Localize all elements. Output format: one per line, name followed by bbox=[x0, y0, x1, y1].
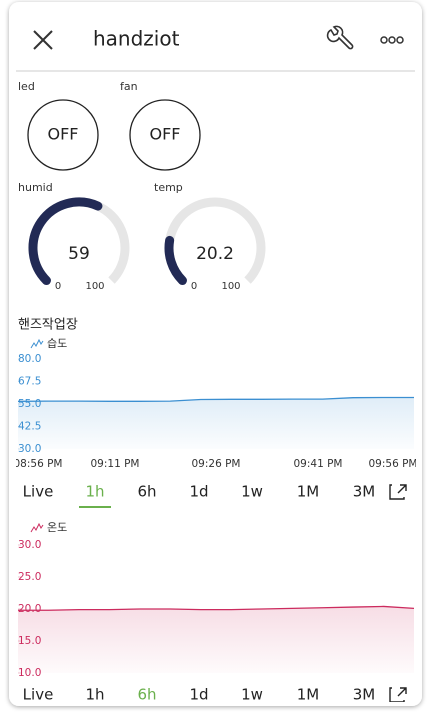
range-button[interactable]: 1d bbox=[189, 483, 208, 501]
x-tick-label: 09:11 PM bbox=[91, 458, 140, 470]
gauge-min: 0 bbox=[55, 281, 61, 292]
range-button[interactable]: 1h bbox=[85, 686, 104, 704]
range-button[interactable]: 1h bbox=[85, 483, 104, 501]
y-tick-label: 10.0 bbox=[18, 667, 41, 679]
legend-icon bbox=[30, 522, 44, 533]
legend-label: 온도 bbox=[47, 521, 67, 534]
expand-button[interactable] bbox=[389, 687, 407, 702]
section-title: 핸즈작업장 bbox=[18, 317, 78, 333]
y-tick-label: 25.0 bbox=[18, 571, 41, 583]
x-tick-label: 09:26 PM bbox=[192, 458, 241, 470]
range-button[interactable]: 1M bbox=[297, 483, 320, 501]
switch-state: OFF bbox=[48, 125, 79, 144]
range-button[interactable]: 1w bbox=[241, 686, 263, 704]
close-button[interactable] bbox=[33, 30, 53, 50]
y-tick-label: 67.5 bbox=[18, 376, 41, 388]
x-tick-label: 08:56 PM bbox=[14, 458, 63, 470]
range-button[interactable]: Live bbox=[23, 686, 54, 704]
y-tick-label: 15.0 bbox=[18, 635, 41, 647]
y-tick-label: 55.0 bbox=[18, 398, 41, 410]
gauge-value: 20.2 bbox=[196, 244, 234, 264]
x-tick-label: 09:41 PM bbox=[294, 458, 343, 470]
switch-button[interactable] bbox=[129, 99, 201, 171]
phone-frame bbox=[9, 2, 422, 706]
switch-button[interactable] bbox=[27, 99, 99, 171]
gauge-max: 100 bbox=[85, 281, 104, 292]
y-tick-label: 42.5 bbox=[18, 421, 41, 433]
area-fill bbox=[18, 397, 414, 449]
widget-label: fan bbox=[120, 80, 138, 93]
y-tick-label: 30.0 bbox=[18, 539, 41, 551]
range-button[interactable]: 1M bbox=[297, 686, 320, 704]
range-button[interactable]: 6h bbox=[137, 483, 156, 501]
gauge-value: 59 bbox=[68, 244, 90, 264]
widget-label: led bbox=[18, 80, 35, 93]
y-tick-label: 80.0 bbox=[18, 353, 41, 365]
x-tick-label: 09:56 PM bbox=[369, 458, 418, 470]
range-button[interactable]: Live bbox=[23, 483, 54, 501]
settings-button[interactable] bbox=[326, 25, 354, 50]
legend-label: 습도 bbox=[47, 337, 67, 350]
more-button[interactable] bbox=[380, 36, 404, 44]
y-tick-label: 20.0 bbox=[18, 603, 41, 615]
switch-state: OFF bbox=[150, 125, 181, 144]
app-title: handziot bbox=[93, 27, 180, 51]
gauge-label: humid bbox=[18, 181, 53, 194]
series-line bbox=[17, 396, 414, 402]
area-fill bbox=[18, 606, 414, 673]
gauge-max: 100 bbox=[221, 281, 240, 292]
range-button[interactable]: 6h bbox=[137, 686, 156, 704]
gauge-fill bbox=[28, 197, 103, 286]
range-button[interactable]: 3M bbox=[353, 483, 376, 501]
dashboard: led OFF fan OFF humid 59 0 100 temp 20.2 0 100 핸즈작업장… bbox=[14, 80, 418, 704]
gauge-min: 0 bbox=[191, 281, 197, 292]
gauge-label: temp bbox=[154, 181, 183, 194]
range-button[interactable]: 3M bbox=[353, 686, 376, 704]
gauge-fill bbox=[164, 235, 187, 286]
expand-button[interactable] bbox=[389, 484, 407, 500]
legend-icon bbox=[30, 338, 44, 349]
y-tick-label: 30.0 bbox=[18, 443, 41, 455]
series-line bbox=[18, 605, 415, 611]
range-button[interactable]: 1d bbox=[189, 686, 208, 704]
range-button[interactable]: 1w bbox=[241, 483, 263, 501]
